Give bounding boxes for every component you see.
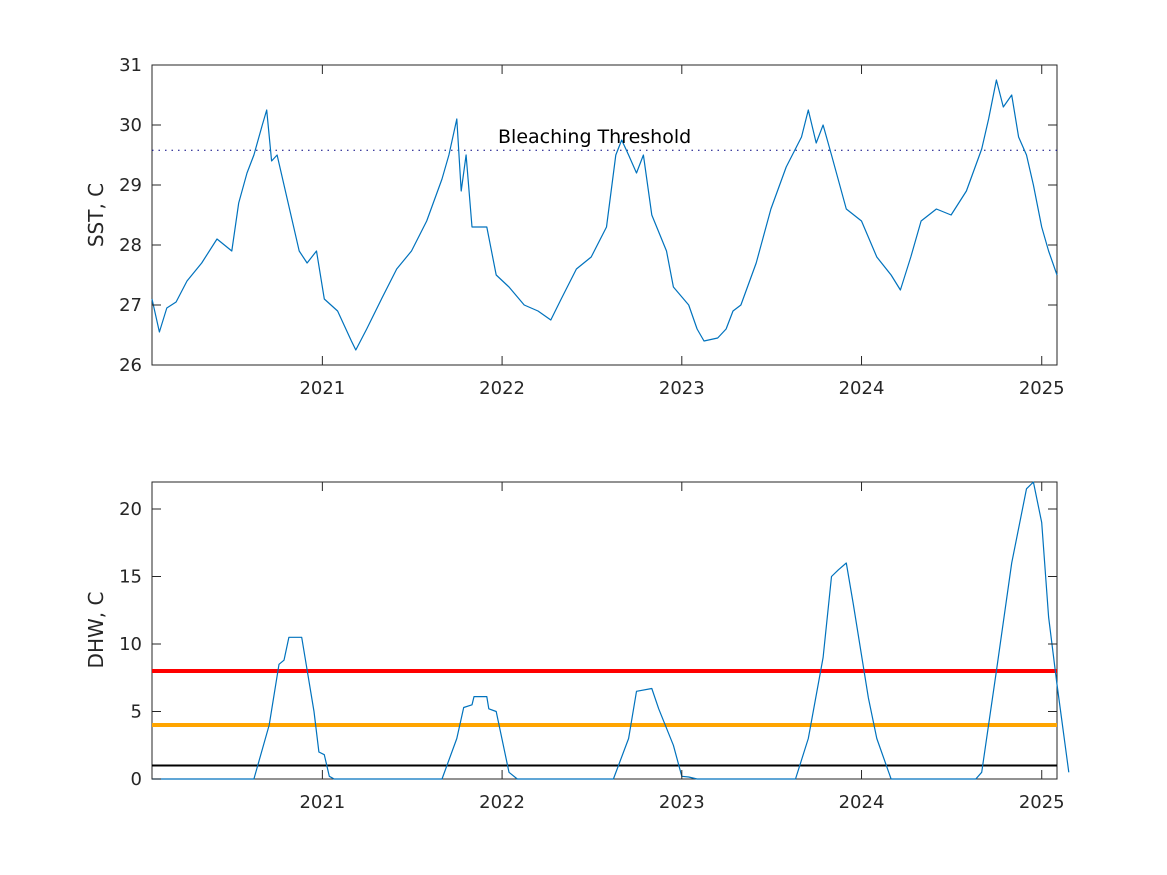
- sst-y-axis-label: SST, C: [84, 183, 108, 247]
- dhw-y-tick-label: 10: [119, 634, 142, 655]
- sst-y-tick-label: 28: [119, 235, 142, 256]
- sst-y-tick-label: 26: [119, 355, 142, 376]
- dhw-reference-lines: [152, 669, 1057, 767]
- dhw-x-axis: 2021 2022 2023 2024 2025: [299, 482, 1065, 813]
- dhw-y-axis: 0 5 10 15 20: [119, 499, 1057, 790]
- dhw-x-tick-label: 2023: [659, 792, 705, 813]
- dhw-y-axis-label: DHW, C: [84, 592, 108, 669]
- sst-series-group: [151, 79, 1058, 351]
- sst-y-tick-label: 29: [119, 175, 142, 196]
- sst-x-axis: 2021 2022 2023 2024 2025: [299, 65, 1065, 399]
- dhw-y-tick-label: 5: [131, 702, 142, 723]
- dhw-panel: 2021 2022 2023 2024 2025 0 5 10 15 20 DHW, C: [84, 481, 1070, 813]
- sst-x-tick-label: 2023: [659, 378, 705, 399]
- dhw-series-group: [152, 481, 1070, 780]
- sst-y-tick-label: 30: [119, 115, 142, 136]
- dhw-series-line-1: [152, 481, 1070, 780]
- sst-x-tick-label: 2021: [299, 378, 345, 399]
- dhw-y-tick-label: 0: [131, 769, 142, 790]
- dhw-y-tick-label: 15: [119, 567, 142, 588]
- sst-x-tick-label: 2022: [479, 378, 525, 399]
- sst-series-line-1: [151, 79, 1058, 351]
- bleaching-threshold-label: Bleaching Threshold: [498, 126, 691, 148]
- dhw-y-tick-label: 20: [119, 499, 142, 520]
- sst-y-tick-label: 27: [119, 295, 142, 316]
- dhw-x-tick-label: 2022: [479, 792, 525, 813]
- sst-x-tick-label: 2024: [839, 378, 885, 399]
- sst-y-tick-label: 31: [119, 55, 142, 76]
- dhw-x-tick-label: 2025: [1019, 792, 1065, 813]
- sst-y-axis: 26 27 28 29 30 31: [119, 55, 1057, 376]
- sst-x-tick-label: 2025: [1019, 378, 1065, 399]
- dhw-x-tick-label: 2021: [299, 792, 345, 813]
- dhw-x-tick-label: 2024: [839, 792, 885, 813]
- sst-plot-area: [151, 64, 1058, 366]
- sst-panel: 2021 2022 2023 2024 2025 26 27 28 29 30 31 Bleach…: [84, 55, 1065, 399]
- dhw-plot-area: [151, 481, 1058, 780]
